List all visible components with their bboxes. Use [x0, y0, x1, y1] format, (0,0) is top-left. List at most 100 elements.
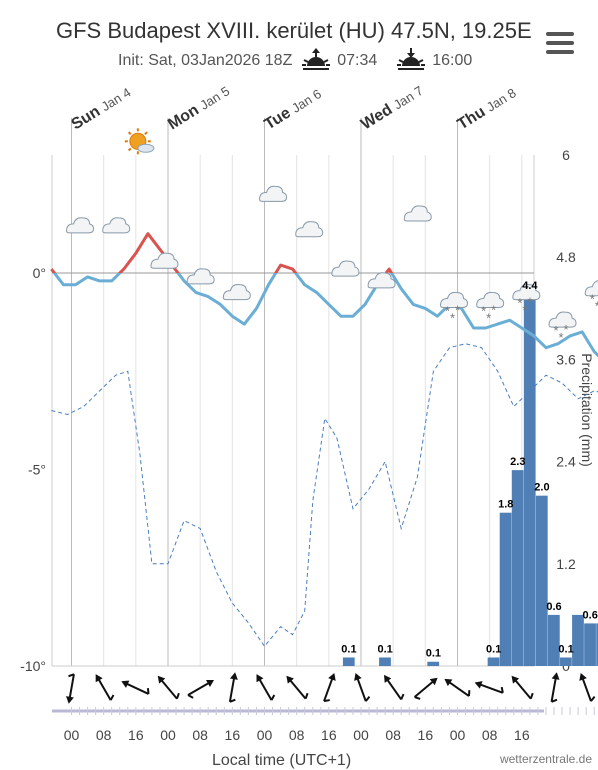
precip-value-label: 0.1	[558, 643, 573, 655]
snowflake: *	[590, 292, 595, 307]
precip-bar	[487, 657, 500, 666]
sunset-time: 16:00	[432, 52, 473, 70]
y-right-tick-label: 1.2	[556, 556, 576, 572]
day-date: Jan 4	[99, 85, 134, 115]
wind-arrow-icon	[157, 675, 180, 700]
precip-value-label: 0.1	[486, 643, 501, 655]
cloud-icon	[186, 268, 215, 285]
wind-head	[551, 672, 560, 680]
wind-barb	[304, 692, 309, 700]
wind-barb	[270, 694, 276, 701]
sunrise-icon	[301, 48, 330, 70]
x-tick-label: 16	[514, 727, 530, 743]
precip-value-label: 0.6	[546, 601, 561, 613]
x-tick-label: 08	[385, 727, 401, 743]
wind-barb	[365, 695, 371, 702]
wind-head	[444, 678, 453, 687]
y-left-tick-label: 0°	[33, 265, 46, 281]
sun-ray	[144, 131, 148, 135]
precip-bar	[535, 495, 548, 666]
precip-bar	[499, 512, 512, 666]
init-text: Init: Sat, 03Jan2026 18Z	[118, 52, 293, 70]
wind-arrow-icon	[383, 674, 405, 701]
precip-bar	[342, 657, 355, 666]
precip-bar	[427, 661, 440, 666]
wind-head	[95, 674, 103, 683]
x-tick-label: 00	[64, 727, 80, 743]
sun-ray	[127, 131, 132, 135]
snowflake: *	[559, 330, 564, 345]
dewpoint-line	[51, 343, 598, 648]
cloud-shape	[367, 272, 396, 289]
snow-cloud-icon: ***	[548, 311, 577, 345]
precip-bar	[523, 291, 536, 666]
wind-head	[157, 675, 166, 684]
wind-head	[579, 672, 587, 681]
snowflake: *	[445, 304, 450, 319]
x-tick-label: 08	[289, 727, 305, 743]
precip-value-label: 1.8	[498, 499, 513, 511]
cloud-shape	[102, 217, 131, 234]
wind-arrow-icon	[354, 672, 371, 702]
sun-cloud-icon	[124, 128, 155, 155]
snowflake: *	[450, 311, 455, 326]
snowflake: *	[527, 295, 532, 310]
wind-barb	[529, 692, 534, 700]
cloud-shape	[331, 260, 360, 277]
y-right-axis-label: Precipitation (mm)	[579, 353, 595, 467]
y-right-tick-label: 4.8	[556, 249, 576, 265]
precip-bar	[572, 614, 584, 666]
snowflake: *	[554, 323, 559, 338]
wind-arrow-icon	[444, 678, 471, 697]
x-tick-label: 00	[160, 727, 176, 743]
snowflake: *	[481, 304, 486, 319]
cloud-shape	[584, 280, 598, 297]
precip-value-label: 0.1	[426, 648, 441, 660]
precip-bar	[379, 657, 391, 666]
precip-value-label: 4.4	[522, 280, 538, 292]
cloud-icon	[102, 217, 131, 234]
wind-head	[286, 675, 294, 684]
wind-arrow-icon	[95, 674, 115, 701]
precip-value-label: 2.3	[510, 456, 525, 468]
wind-head	[354, 672, 362, 681]
wind-arrow-icon	[413, 677, 438, 700]
credit-link[interactable]: wetterzentrale.de	[499, 752, 592, 766]
hamburger-menu-icon[interactable]	[546, 32, 574, 56]
temperature-line-cold	[52, 273, 598, 358]
cloud-icon	[150, 252, 179, 269]
cloud-icon	[259, 185, 288, 202]
precip-value-label: 0.1	[341, 643, 356, 655]
cloud-shape	[476, 291, 505, 309]
precip-bar	[560, 657, 572, 666]
x-tick-label: 00	[353, 727, 369, 743]
day-date: Jan 8	[484, 85, 519, 115]
x-tick-label: 16	[225, 727, 241, 743]
x-tick-label: 08	[482, 727, 498, 743]
wind-head	[474, 681, 483, 689]
wind-barb	[109, 694, 115, 701]
wind-arrow-icon	[65, 673, 75, 704]
snow-cloud-icon: ***	[512, 284, 541, 318]
snow-cloud-icon: ***	[584, 280, 598, 314]
cloud-icon	[222, 284, 251, 301]
cloud-shape	[548, 311, 577, 328]
day-label: Mon Jan 5	[165, 82, 233, 133]
day-label: Wed Jan 7	[358, 82, 426, 133]
wind-head	[229, 672, 238, 680]
x-tick-label: 08	[96, 727, 112, 743]
cloud-icon	[367, 272, 396, 289]
y-left-tick-label: -5°	[28, 462, 46, 478]
sun-ray	[127, 147, 132, 152]
x-tick-label: 00	[257, 727, 273, 743]
sunset-icon	[396, 48, 425, 70]
plot-area	[52, 155, 534, 666]
wind-barb	[323, 699, 330, 703]
snow-cloud-icon: ***	[476, 291, 505, 326]
day-date: Jan 7	[391, 83, 426, 113]
wind-arrow-icon	[228, 672, 238, 703]
wind-head	[328, 672, 336, 681]
wind-barb	[146, 688, 150, 695]
snowflake: *	[486, 311, 491, 326]
